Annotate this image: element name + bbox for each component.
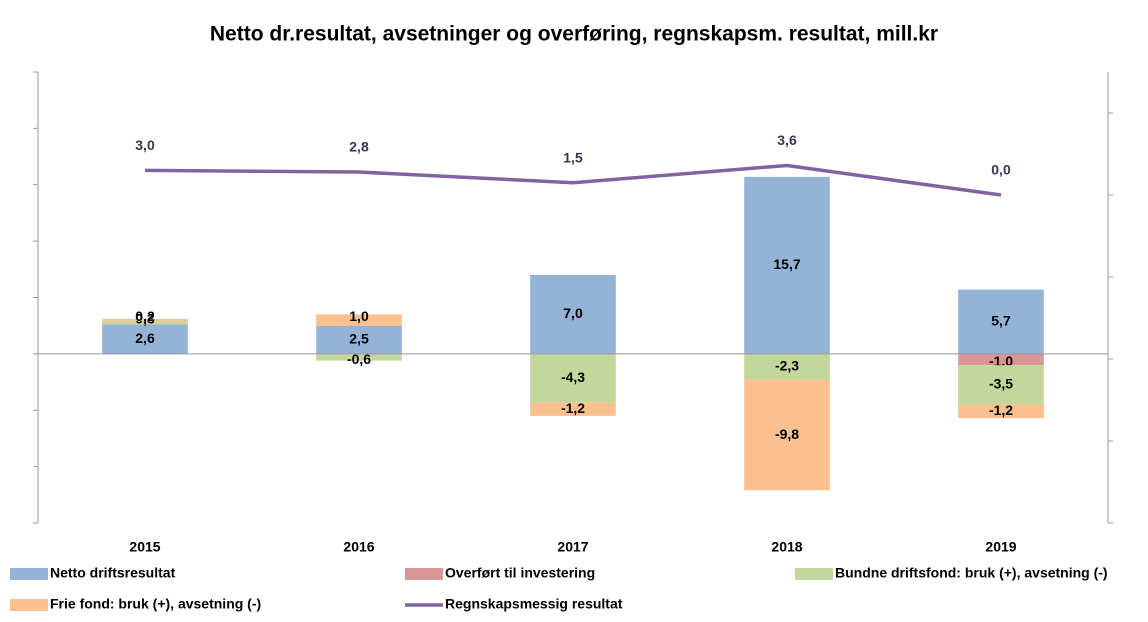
line-label: 1,5 bbox=[563, 149, 583, 165]
bar-segment bbox=[958, 404, 1044, 419]
legend-label: Overført til investering bbox=[445, 565, 595, 581]
bar-segment bbox=[102, 321, 188, 325]
data-label: 0,2 bbox=[135, 308, 155, 324]
data-label: -2,3 bbox=[775, 358, 799, 374]
data-label: 7,0 bbox=[563, 305, 583, 321]
x-tick-label: 2016 bbox=[343, 539, 374, 555]
bar-segment bbox=[958, 353, 1044, 366]
line-label: 3,6 bbox=[777, 132, 797, 148]
data-label: -1,2 bbox=[989, 402, 1013, 418]
bar-segment bbox=[530, 274, 616, 354]
bar-segment bbox=[530, 353, 616, 403]
bar-segment bbox=[958, 289, 1044, 354]
chart-title: Netto dr.resultat, avsetninger og overfø… bbox=[210, 23, 938, 46]
line bbox=[144, 163, 1002, 197]
x-tick-label: 2015 bbox=[129, 539, 160, 555]
bar-segment bbox=[316, 353, 402, 361]
legend-label: Frie fond: bruk (+), avsetning (-) bbox=[50, 596, 261, 612]
legend-swatch bbox=[10, 568, 48, 580]
legend-swatch bbox=[405, 568, 443, 580]
legend-swatch bbox=[795, 568, 833, 580]
line-label: 3,0 bbox=[135, 137, 155, 153]
data-label: 0,3 bbox=[135, 311, 155, 327]
legend-label: Regnskapsmessig resultat bbox=[445, 596, 623, 612]
data-label: -0,6 bbox=[347, 351, 371, 367]
bar-segment bbox=[744, 379, 830, 491]
x-tick-label: 2019 bbox=[985, 539, 1016, 555]
bar-segment bbox=[316, 325, 402, 354]
bar-segment bbox=[316, 314, 402, 326]
data-label: 15,7 bbox=[773, 256, 800, 272]
bar-segment bbox=[102, 318, 188, 322]
x-tick-label: 2017 bbox=[557, 539, 588, 555]
data-label: 1,0 bbox=[349, 308, 369, 324]
data-label: 2,5 bbox=[349, 330, 369, 346]
bar-segment bbox=[958, 365, 1044, 405]
legend-label: Bundne driftsfond: bruk (+), avsetning (… bbox=[835, 565, 1108, 581]
legend-label: Netto driftsresultat bbox=[50, 565, 176, 581]
data-label: 2,6 bbox=[135, 330, 155, 346]
data-label: -3,5 bbox=[989, 376, 1013, 392]
line-label: 2,8 bbox=[349, 139, 369, 155]
data-label: -1,2 bbox=[561, 400, 585, 416]
data-label: -4,3 bbox=[561, 369, 585, 385]
line-label: 0,0 bbox=[991, 162, 1011, 178]
bar-segment bbox=[744, 353, 830, 380]
data-label: 5,7 bbox=[991, 312, 1011, 328]
bar-segment bbox=[530, 402, 616, 416]
bar-segment bbox=[744, 176, 830, 354]
x-tick-label: 2018 bbox=[771, 539, 802, 555]
legend-swatch bbox=[10, 599, 48, 611]
bar-segment bbox=[102, 324, 188, 354]
data-label: -9,8 bbox=[775, 426, 799, 442]
